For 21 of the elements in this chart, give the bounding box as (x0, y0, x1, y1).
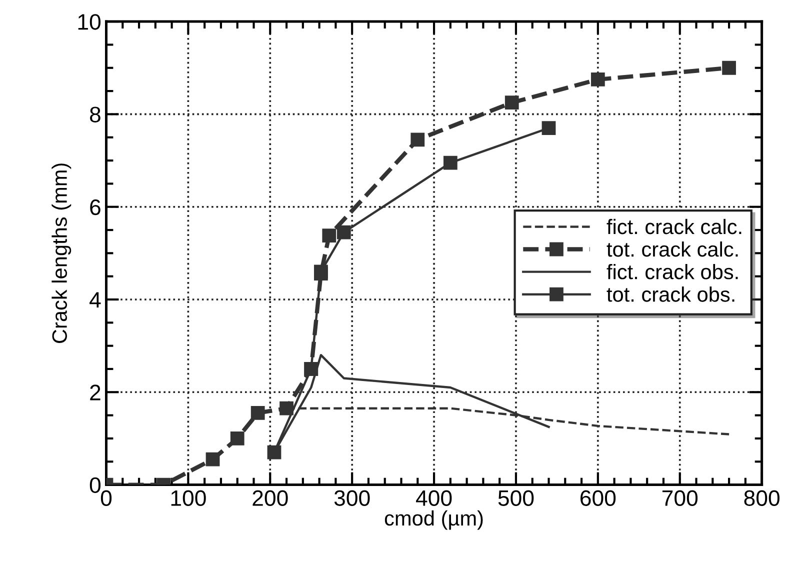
y-tick-label: 10 (78, 14, 101, 30)
legend-label: tot. crack obs. (606, 286, 734, 302)
legend-label: tot. crack calc. (606, 241, 738, 257)
x-tick-label: 400 (416, 490, 452, 506)
y-axis-title: Crack lengths (mm) (52, 164, 72, 343)
y-tick-label: 0 (90, 477, 101, 494)
x-tick-label: 300 (334, 490, 370, 506)
x-axis-title: cmod (µm) (384, 510, 483, 530)
legend-label: fict. crack calc. (606, 218, 742, 234)
x-tick-label: 800 (744, 490, 780, 506)
x-tick-label: 700 (662, 490, 698, 506)
x-tick-label: 200 (252, 490, 288, 506)
y-tick-label: 8 (90, 106, 100, 122)
x-tick-label: 500 (498, 490, 534, 506)
x-tick-label: 600 (580, 490, 616, 506)
x-tick-label: 100 (171, 490, 206, 506)
x-tick-label: 0 (100, 490, 112, 506)
y-tick-label: 4 (90, 292, 101, 308)
legend-label: fict. crack obs. (606, 264, 738, 280)
y-tick-label: 6 (90, 199, 100, 216)
y-tick-label: 2 (90, 384, 100, 400)
